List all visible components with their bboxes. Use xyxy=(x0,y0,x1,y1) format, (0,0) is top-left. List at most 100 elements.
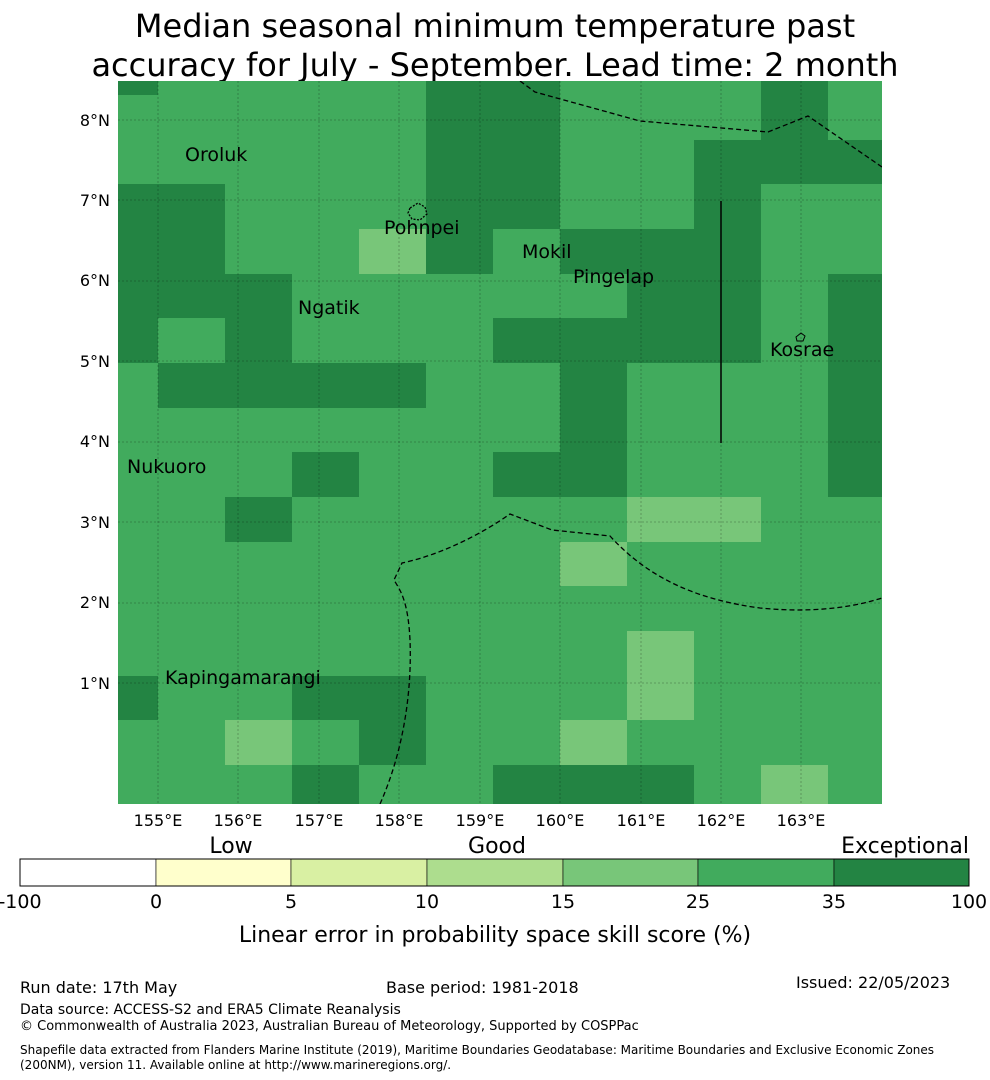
map-cell xyxy=(828,631,882,677)
map-cell xyxy=(694,720,762,766)
map-cell xyxy=(359,95,427,141)
map-cell xyxy=(118,765,159,804)
map-cell xyxy=(694,184,762,230)
map-cell xyxy=(761,765,829,804)
data-source: Data source: ACCESS-S2 and ERA5 Climate … xyxy=(20,1002,401,1018)
map-cell xyxy=(359,586,427,632)
map-cell xyxy=(426,318,494,364)
map-cell xyxy=(225,363,293,409)
map-cell xyxy=(694,408,762,453)
map-cell xyxy=(359,363,427,409)
map-cell xyxy=(560,184,628,230)
map-cell xyxy=(694,497,762,543)
place-label-kosrae: Kosrae xyxy=(770,339,834,361)
map-cell xyxy=(694,318,762,364)
map-cell xyxy=(828,81,882,96)
pohnpei-island-shape xyxy=(407,202,428,221)
map-cell xyxy=(761,318,829,364)
map-cell xyxy=(694,765,762,804)
lat-label: 5°N xyxy=(80,352,110,371)
map-cell xyxy=(627,140,695,185)
map-cell xyxy=(426,363,494,409)
map-cell xyxy=(158,720,226,766)
map-cell xyxy=(493,95,561,141)
map-cell xyxy=(761,95,829,141)
map-cell xyxy=(292,765,360,804)
map-cell xyxy=(761,363,829,409)
map-cell xyxy=(493,586,561,632)
skill-grid xyxy=(118,81,882,804)
legend-category-low: Low xyxy=(209,834,252,859)
base-period: Base period: 1981-2018 xyxy=(386,978,579,997)
map-cell xyxy=(426,408,494,453)
map-cell xyxy=(225,229,293,275)
map-cell xyxy=(292,631,360,677)
map-cell xyxy=(493,631,561,677)
map-cell xyxy=(694,542,762,587)
place-label-oroluk: Oroluk xyxy=(185,144,247,166)
map-cell xyxy=(694,140,762,185)
map-cell xyxy=(560,720,628,766)
map-cell xyxy=(761,274,829,319)
lat-label: 1°N xyxy=(80,674,110,693)
legend-tick: 0 xyxy=(150,891,162,913)
map-cell xyxy=(292,140,360,185)
lon-label: 163°E xyxy=(777,811,826,830)
map-cell xyxy=(118,676,159,721)
legend-swatch xyxy=(155,858,292,887)
map-cell xyxy=(292,274,360,319)
map-cell xyxy=(828,184,882,230)
map-cell xyxy=(359,631,427,677)
map-cell xyxy=(627,363,695,409)
map-cell xyxy=(560,631,628,677)
map-cell xyxy=(359,184,427,230)
map-cell xyxy=(761,720,829,766)
map-cell xyxy=(225,140,293,185)
map-cell xyxy=(292,452,360,498)
map-cell xyxy=(694,229,762,275)
map-cell xyxy=(694,95,762,141)
map-cell xyxy=(493,408,561,453)
map-cell xyxy=(118,363,159,409)
legend-axis-label: Linear error in probability space skill … xyxy=(239,923,751,948)
map-cell xyxy=(225,676,293,721)
lon-label: 160°E xyxy=(536,811,585,830)
map-cell xyxy=(761,81,829,96)
map-cell xyxy=(292,318,360,364)
map-cell xyxy=(627,542,695,587)
map-cell xyxy=(158,95,226,141)
map-cell xyxy=(158,676,226,721)
map-cell xyxy=(292,720,360,766)
map-cell xyxy=(359,497,427,543)
map-cell xyxy=(292,229,360,275)
map-cell xyxy=(225,81,293,96)
map-cell xyxy=(828,318,882,364)
map-cell xyxy=(158,408,226,453)
lat-label: 4°N xyxy=(80,432,110,451)
map-cell xyxy=(225,274,293,319)
map-cell xyxy=(560,676,628,721)
copyright: © Commonwealth of Australia 2023, Austra… xyxy=(20,1019,639,1034)
map-cell xyxy=(118,184,159,230)
issued-date: Issued: 22/05/2023 xyxy=(796,973,951,992)
map-cell xyxy=(493,676,561,721)
map-cell xyxy=(493,81,561,96)
map-cell xyxy=(694,676,762,721)
map-cell xyxy=(158,363,226,409)
legend-tick: 35 xyxy=(822,891,846,913)
map-cell xyxy=(292,363,360,409)
map-cell xyxy=(761,184,829,230)
map-cell xyxy=(426,229,494,275)
map-cell xyxy=(225,542,293,587)
legend-swatch xyxy=(833,858,970,887)
map-cell xyxy=(118,229,159,275)
shapefile-credit-line-2: (200NM), version 11. Available online at… xyxy=(20,1058,452,1072)
eez-boundary-south xyxy=(379,513,882,804)
map-cell xyxy=(292,586,360,632)
legend-category-exceptional: Exceptional xyxy=(841,834,969,859)
legend-category-good: Good xyxy=(468,834,526,859)
map-cell xyxy=(627,229,695,275)
map-cell xyxy=(158,229,226,275)
place-label-nukuoro: Nukuoro xyxy=(127,456,206,478)
map-cell xyxy=(828,274,882,319)
